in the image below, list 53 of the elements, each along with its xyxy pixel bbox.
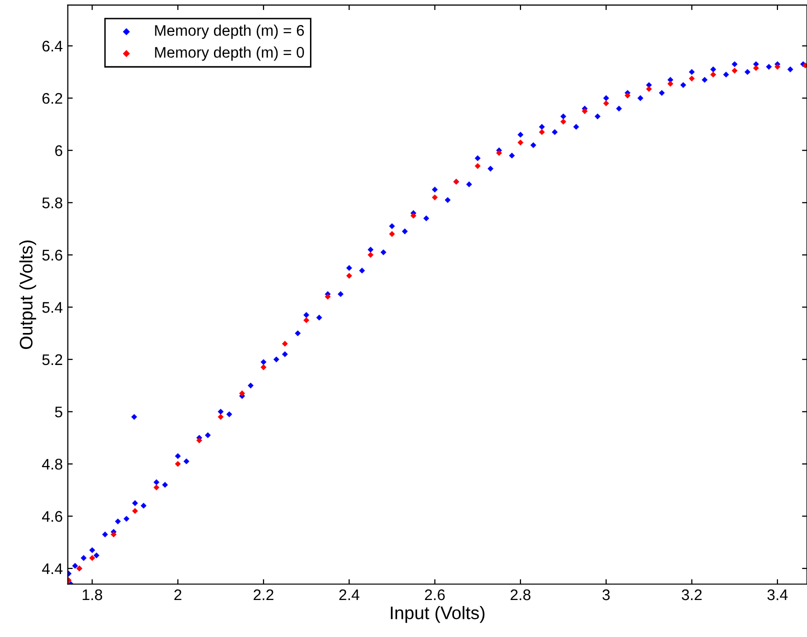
y-tick-label: 4.4 [42,563,62,574]
point [174,460,181,467]
y-tick-label: 5 [55,406,62,418]
x-tick-label: 1.8 [82,589,102,600]
x-axis-title: Input (Volts) [390,606,484,623]
x-tick-label: 3 [602,589,610,600]
y-tick-label: 4.8 [42,458,62,470]
point [603,100,610,106]
x-tick-label: 2 [174,589,182,600]
y-tick-label: 5.2 [42,354,62,366]
x-tick-label: 2.2 [254,589,274,600]
x-tick-label: 2.4 [339,589,360,600]
legend-label: Memory depth (m) = 6 [155,24,304,39]
point [688,76,695,82]
point [496,150,502,156]
point [582,108,588,114]
point [774,64,780,70]
y-tick-label: 6.2 [42,92,62,104]
point [132,508,138,514]
point [282,340,288,347]
y-tick-label: 5.6 [42,250,62,261]
x-tick-label: 2.6 [424,589,445,600]
point [260,364,266,370]
y-tick-label: 6.4 [42,40,62,52]
point [196,437,202,444]
point [667,80,674,87]
point [368,252,374,258]
point [710,72,716,78]
point [432,194,438,200]
point [303,317,310,324]
x-tick-label: 2.8 [510,589,530,600]
point [239,390,246,396]
point [732,68,738,74]
x-tick-label: 3.2 [682,589,702,600]
y-axis-title: Output (Volts) [19,240,36,349]
y-tick-label: 6 [55,145,62,156]
point [324,294,331,300]
point [346,272,352,279]
point [110,532,117,538]
point [153,484,160,490]
y-tick-label: 4.6 [42,511,62,522]
point [410,212,416,219]
point [646,86,652,92]
point [89,555,96,561]
point [560,118,566,125]
point [538,129,545,136]
x-tick-label: 3.4 [767,589,788,600]
y-tick-label: 5.8 [42,198,62,208]
point [753,65,759,72]
point [474,163,481,169]
point [218,414,224,420]
legend-label: Memory depth (m) = 0 [155,46,304,61]
y-tick-label: 5.4 [42,302,62,313]
